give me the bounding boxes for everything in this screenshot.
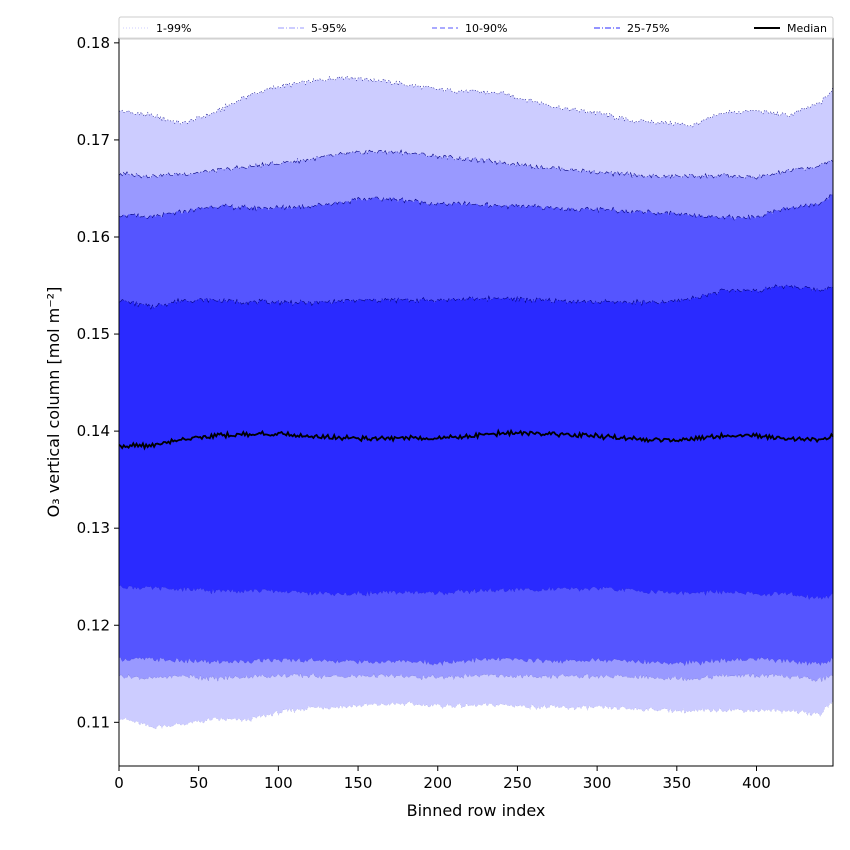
- band-lower-line-1: [118, 672, 834, 683]
- y-tick-label: 0.12: [77, 616, 110, 634]
- legend-label: 25-75%: [627, 22, 669, 35]
- x-tick-label: 250: [503, 774, 532, 792]
- legend-label: Median: [787, 22, 827, 35]
- band-upper-line-1: [118, 149, 834, 180]
- y-axis-ticks: 0.11 0.12 0.13 0.14 0.15 0.16 0.17 0.18: [77, 34, 119, 731]
- band-lower-line-3: [118, 584, 834, 600]
- x-tick-label: 300: [583, 774, 612, 792]
- y-tick-label: 0.11: [77, 713, 110, 731]
- band-fill-3: [119, 284, 833, 600]
- x-tick-label: 50: [189, 774, 208, 792]
- x-tick-label: 100: [264, 774, 293, 792]
- percentile-bands: [118, 75, 834, 730]
- band-upper-line-3: [118, 284, 834, 310]
- x-tick-label: 350: [662, 774, 691, 792]
- x-axis-label: Binned row index: [407, 801, 546, 820]
- x-tick-label: 400: [742, 774, 771, 792]
- legend-label: 10-90%: [465, 22, 507, 35]
- median-line: [118, 428, 834, 451]
- y-tick-label: 0.14: [77, 422, 110, 440]
- x-tick-label: 150: [344, 774, 373, 792]
- x-axis-ticks: 0 50 100 150 200 250 300 350 400: [114, 766, 771, 792]
- y-tick-label: 0.17: [77, 131, 110, 149]
- y-tick-label: 0.15: [77, 325, 110, 343]
- x-tick-label: 200: [423, 774, 452, 792]
- band-lower-line-2: [118, 656, 834, 667]
- legend-label: 1-99%: [156, 22, 191, 35]
- x-tick-label: 0: [114, 774, 124, 792]
- legend-label: 5-95%: [311, 22, 346, 35]
- legend: 1-99% 5-95% 10-90% 25-75% Median: [118, 16, 834, 40]
- band-lower-line-0: [118, 700, 834, 730]
- legend-frame: [118, 16, 834, 40]
- y-tick-label: 0.16: [77, 228, 110, 246]
- band-upper-line-0: [118, 75, 834, 128]
- y-axis-label: O₃ vertical column [mol m⁻²]: [44, 287, 63, 518]
- y-tick-label: 0.18: [77, 34, 110, 52]
- median-layer: [118, 428, 834, 451]
- y-tick-label: 0.13: [77, 519, 110, 537]
- band-upper-line-2: [118, 193, 834, 221]
